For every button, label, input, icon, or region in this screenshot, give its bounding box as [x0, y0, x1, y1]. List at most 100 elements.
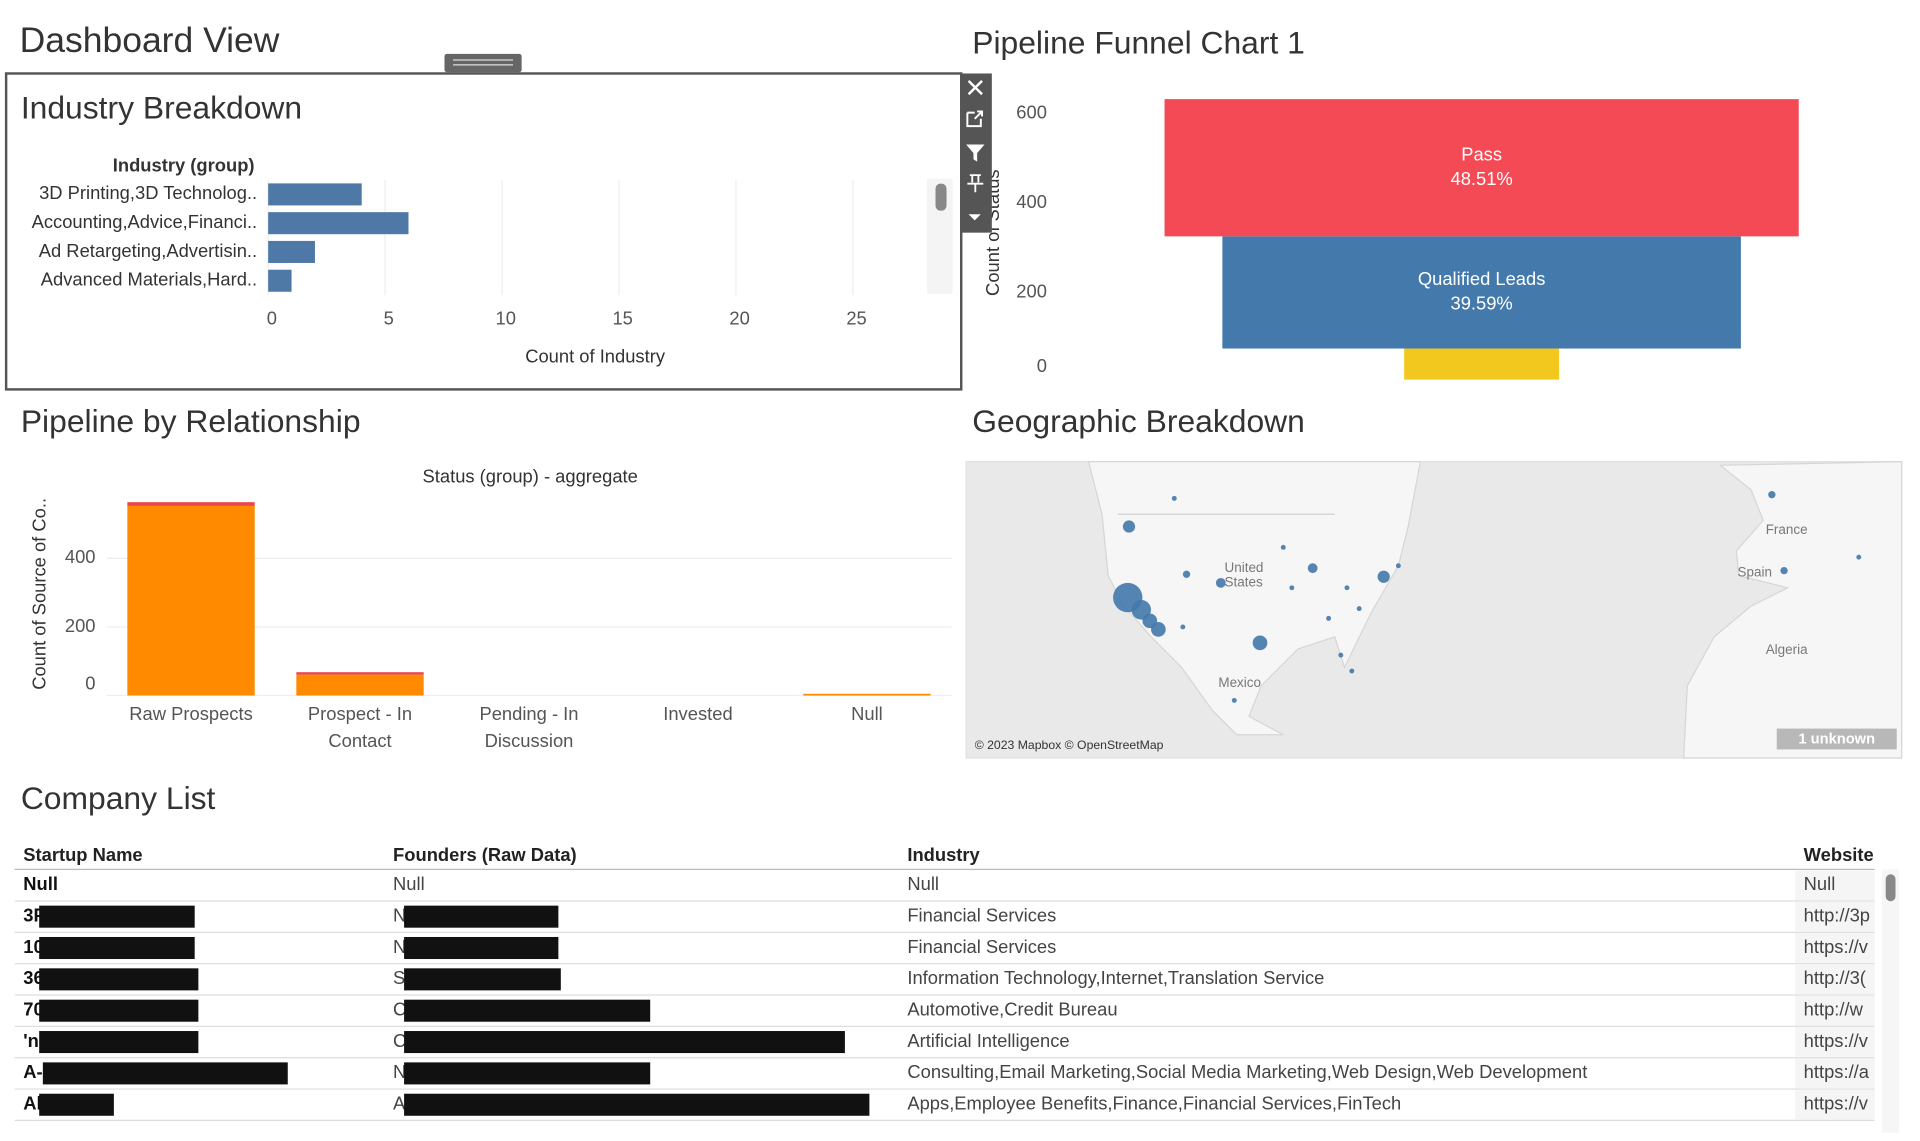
redaction	[404, 1093, 870, 1116]
map-credit: © 2023 Mapbox © OpenStreetMap	[975, 738, 1164, 752]
funnel: Qualified Leads 39.59% Pass 48.51%	[1164, 99, 1799, 380]
table-cell: http://w	[1804, 999, 1864, 1020]
x-tick-label: 25	[846, 307, 866, 328]
map-point[interactable]	[1349, 668, 1355, 674]
menu-icon[interactable]	[968, 214, 981, 221]
column-header: Startup Name	[23, 844, 142, 865]
stage-label: Pass	[1461, 143, 1502, 164]
map-point[interactable]	[1377, 570, 1390, 583]
map-point[interactable]	[1768, 491, 1776, 499]
map-point[interactable]	[1122, 520, 1136, 533]
scrollbar-thumb[interactable]	[935, 183, 947, 211]
map-land	[1683, 461, 1903, 759]
column-header: Founders (Raw Data)	[393, 844, 577, 865]
table-cell: https://a	[1804, 1061, 1870, 1082]
redaction	[404, 1031, 845, 1054]
bar-segment	[127, 502, 255, 506]
column-header: Website	[1804, 844, 1874, 865]
website-cell	[1795, 1090, 1875, 1120]
map-point[interactable]	[1395, 563, 1401, 569]
table-cell: http://3(	[1804, 967, 1866, 988]
y-tick-label: 3D Printing,3D Technolog..	[39, 182, 257, 203]
label-box: Prospect - In Contact	[307, 704, 413, 752]
x-tick-label: 0	[267, 307, 277, 328]
map-point[interactable]	[1344, 585, 1350, 591]
table-cell: Artificial Intelligence	[907, 1030, 1069, 1051]
map-point[interactable]	[1180, 624, 1186, 630]
table-cell: Null	[1804, 873, 1836, 894]
map-point[interactable]	[1356, 606, 1362, 612]
redaction	[404, 1062, 651, 1085]
redaction	[404, 936, 559, 960]
stage-percent: 48.51%	[1450, 168, 1512, 189]
open-icon[interactable]	[966, 110, 984, 128]
scrollbar-thumb[interactable]	[1885, 874, 1896, 902]
map-point[interactable]	[1326, 615, 1332, 621]
redaction	[404, 968, 561, 991]
funnel-stage	[1222, 236, 1741, 349]
label-box: Pending - In Discussion	[479, 704, 578, 752]
y-tick-label: 0	[1037, 355, 1047, 376]
table-cell: http://3p	[1804, 905, 1870, 926]
y-tick-label: 200	[65, 615, 96, 636]
unknown-badge[interactable]	[1776, 728, 1897, 750]
y-axis-title: Count of Source of Co..	[28, 498, 49, 690]
map-point[interactable]	[1780, 566, 1788, 575]
map-points	[1113, 491, 1862, 703]
y-tick-label: Advanced Materials,Hard..	[41, 269, 257, 290]
funnel-stage	[1404, 348, 1560, 380]
table-cell: Null	[393, 873, 425, 894]
selected-card[interactable]	[4, 72, 963, 391]
map-point[interactable]	[1856, 554, 1862, 560]
drag-handle[interactable]	[444, 53, 522, 73]
x-tick-label: Raw Prospects	[129, 704, 253, 725]
toolbar	[961, 73, 992, 233]
table-cell: https://v	[1804, 936, 1869, 957]
map-point[interactable]	[1151, 622, 1166, 637]
card-title: Geographic Breakdown	[972, 403, 1305, 439]
x-tick-label: Invested	[663, 704, 733, 725]
x-tick-label: 20	[729, 307, 749, 328]
table-cell: Consulting,Email Marketing,Social Media …	[907, 1061, 1587, 1082]
x-tick-label: Prospect - In Contact	[307, 704, 413, 752]
map-point[interactable]	[1338, 652, 1344, 658]
funnel-stage	[1164, 99, 1799, 237]
filter-icon[interactable]	[966, 144, 985, 162]
map-point[interactable]	[1171, 495, 1177, 501]
pin-icon[interactable]	[967, 174, 984, 193]
map-point[interactable]	[1280, 544, 1286, 550]
website-cell	[1795, 933, 1875, 963]
y-tick-label: 400	[1016, 191, 1047, 212]
map-label: France	[1766, 522, 1808, 537]
table-cell: https://v	[1804, 1030, 1869, 1051]
map-point[interactable]	[1215, 577, 1226, 588]
close-icon[interactable]	[967, 79, 983, 96]
table-cell: Null	[907, 873, 939, 894]
axis-title: Industry (group)	[113, 154, 255, 175]
legend-title: Status (group) - aggregate	[423, 465, 638, 486]
charts: 0 5 10 15 20 25 3D Printing,3D Technolog.. Acco…	[28, 99, 1799, 752]
website-cell	[1795, 996, 1875, 1026]
map-point[interactable]	[1252, 635, 1268, 651]
map[interactable]: United States Mexico France Spain Algeri…	[965, 461, 1903, 759]
label-box: Raw Prospects	[129, 704, 253, 725]
bar	[268, 240, 315, 263]
y-tick-label: Accounting,Advice,Financi..	[32, 211, 258, 232]
map-label: Mexico	[1218, 675, 1261, 690]
map-point[interactable]	[1231, 697, 1237, 703]
map-point[interactable]	[1182, 570, 1191, 578]
column-header: Industry	[907, 844, 980, 865]
bar-segment	[127, 505, 255, 696]
redaction	[42, 1062, 288, 1085]
redaction	[39, 999, 199, 1022]
map-label: Spain	[1738, 565, 1772, 580]
stage-label: Qualified Leads	[1418, 268, 1546, 289]
card-title: Company List	[21, 780, 216, 816]
table-cell: https://v	[1804, 1093, 1869, 1114]
map-point[interactable]	[1307, 563, 1318, 574]
map-label: Algeria	[1766, 642, 1808, 657]
map-point[interactable]	[1289, 585, 1295, 591]
redaction	[404, 905, 559, 928]
x-tick-label: 15	[612, 307, 632, 328]
website-cell	[1795, 901, 1875, 932]
